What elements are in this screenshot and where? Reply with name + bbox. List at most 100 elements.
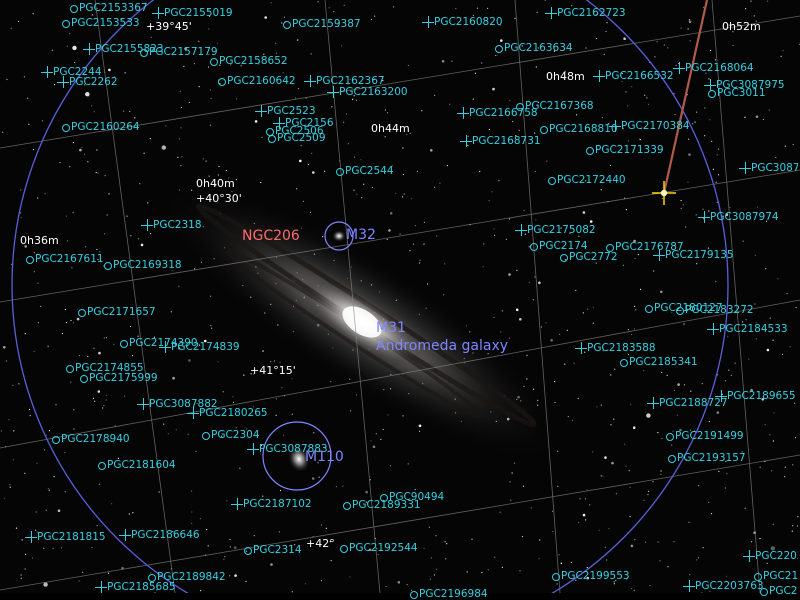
galaxy-cross-icon bbox=[25, 531, 37, 543]
star bbox=[791, 530, 793, 532]
star bbox=[356, 193, 358, 195]
star bbox=[768, 397, 770, 399]
star bbox=[93, 347, 95, 349]
star bbox=[564, 70, 566, 73]
m110-label: M110 bbox=[305, 449, 344, 465]
star bbox=[595, 14, 597, 16]
star bbox=[32, 149, 35, 151]
star bbox=[376, 547, 378, 550]
star bbox=[748, 358, 750, 360]
star bbox=[33, 271, 35, 273]
star bbox=[435, 535, 437, 537]
star bbox=[667, 566, 669, 568]
star bbox=[377, 554, 379, 556]
star bbox=[673, 541, 675, 543]
star bbox=[20, 577, 22, 579]
star bbox=[646, 97, 648, 99]
star bbox=[188, 101, 190, 103]
star bbox=[333, 11, 335, 13]
star bbox=[325, 447, 327, 449]
star bbox=[165, 125, 167, 127]
star bbox=[96, 149, 98, 151]
galaxy-cross-icon bbox=[273, 117, 285, 129]
galaxy-circle-icon bbox=[98, 462, 106, 470]
pgc-label: PGC2170384 bbox=[621, 120, 690, 132]
star bbox=[313, 432, 315, 434]
star bbox=[729, 24, 731, 26]
star bbox=[123, 110, 125, 112]
star bbox=[634, 305, 636, 307]
star bbox=[85, 246, 87, 248]
star bbox=[18, 20, 20, 22]
galaxy-circle-icon bbox=[80, 375, 88, 383]
star bbox=[433, 574, 436, 576]
star bbox=[335, 486, 337, 488]
star bbox=[24, 333, 26, 335]
star bbox=[577, 397, 579, 400]
star bbox=[198, 40, 200, 42]
star bbox=[147, 202, 149, 204]
star bbox=[235, 179, 237, 181]
star bbox=[443, 294, 445, 296]
star bbox=[516, 269, 518, 271]
star bbox=[330, 560, 332, 562]
pgc-label: PGC2163200 bbox=[339, 86, 408, 98]
star bbox=[537, 101, 540, 103]
ra-label-0h44: 0h44m bbox=[371, 122, 410, 135]
star bbox=[501, 142, 503, 144]
star bbox=[708, 210, 710, 212]
star bbox=[676, 414, 678, 416]
star bbox=[140, 243, 144, 247]
star bbox=[170, 311, 172, 313]
pgc-label: PGC2262 bbox=[69, 76, 118, 88]
star bbox=[770, 546, 775, 551]
star bbox=[309, 211, 312, 213]
star bbox=[234, 574, 237, 577]
star bbox=[509, 481, 511, 483]
star bbox=[97, 172, 99, 174]
star bbox=[512, 120, 514, 123]
star bbox=[501, 310, 503, 312]
star bbox=[193, 63, 195, 65]
pgc-label: PGC2167368 bbox=[525, 100, 594, 112]
star bbox=[696, 559, 698, 561]
galaxy-cross-icon bbox=[457, 107, 469, 119]
star bbox=[113, 76, 116, 78]
star bbox=[717, 148, 720, 150]
star bbox=[513, 462, 516, 464]
star bbox=[673, 389, 676, 391]
star bbox=[519, 318, 522, 321]
star bbox=[261, 136, 263, 138]
star bbox=[260, 444, 262, 446]
galaxy-circle-icon bbox=[52, 436, 60, 444]
star bbox=[702, 6, 705, 8]
pgc-label: PGC2166532 bbox=[605, 70, 674, 82]
star bbox=[576, 114, 578, 116]
star bbox=[175, 429, 177, 431]
star bbox=[52, 548, 54, 550]
star bbox=[538, 558, 540, 560]
track-line bbox=[662, 0, 709, 194]
star bbox=[318, 476, 320, 478]
star bbox=[45, 434, 48, 436]
star bbox=[708, 78, 710, 80]
star bbox=[280, 489, 282, 492]
m31-label: M31 bbox=[376, 320, 406, 336]
star bbox=[633, 328, 636, 330]
star bbox=[755, 338, 757, 340]
star bbox=[350, 410, 352, 412]
galaxy-circle-icon bbox=[530, 243, 538, 251]
star bbox=[103, 405, 105, 407]
star bbox=[99, 251, 101, 253]
star bbox=[282, 72, 284, 74]
star bbox=[139, 183, 141, 185]
ra-label-0h40: 0h40m bbox=[196, 177, 235, 190]
star bbox=[716, 154, 718, 156]
star bbox=[325, 527, 327, 530]
star bbox=[220, 435, 223, 437]
star bbox=[673, 93, 675, 95]
star bbox=[55, 404, 57, 406]
star bbox=[732, 44, 734, 47]
star bbox=[560, 227, 562, 229]
star bbox=[103, 233, 106, 235]
